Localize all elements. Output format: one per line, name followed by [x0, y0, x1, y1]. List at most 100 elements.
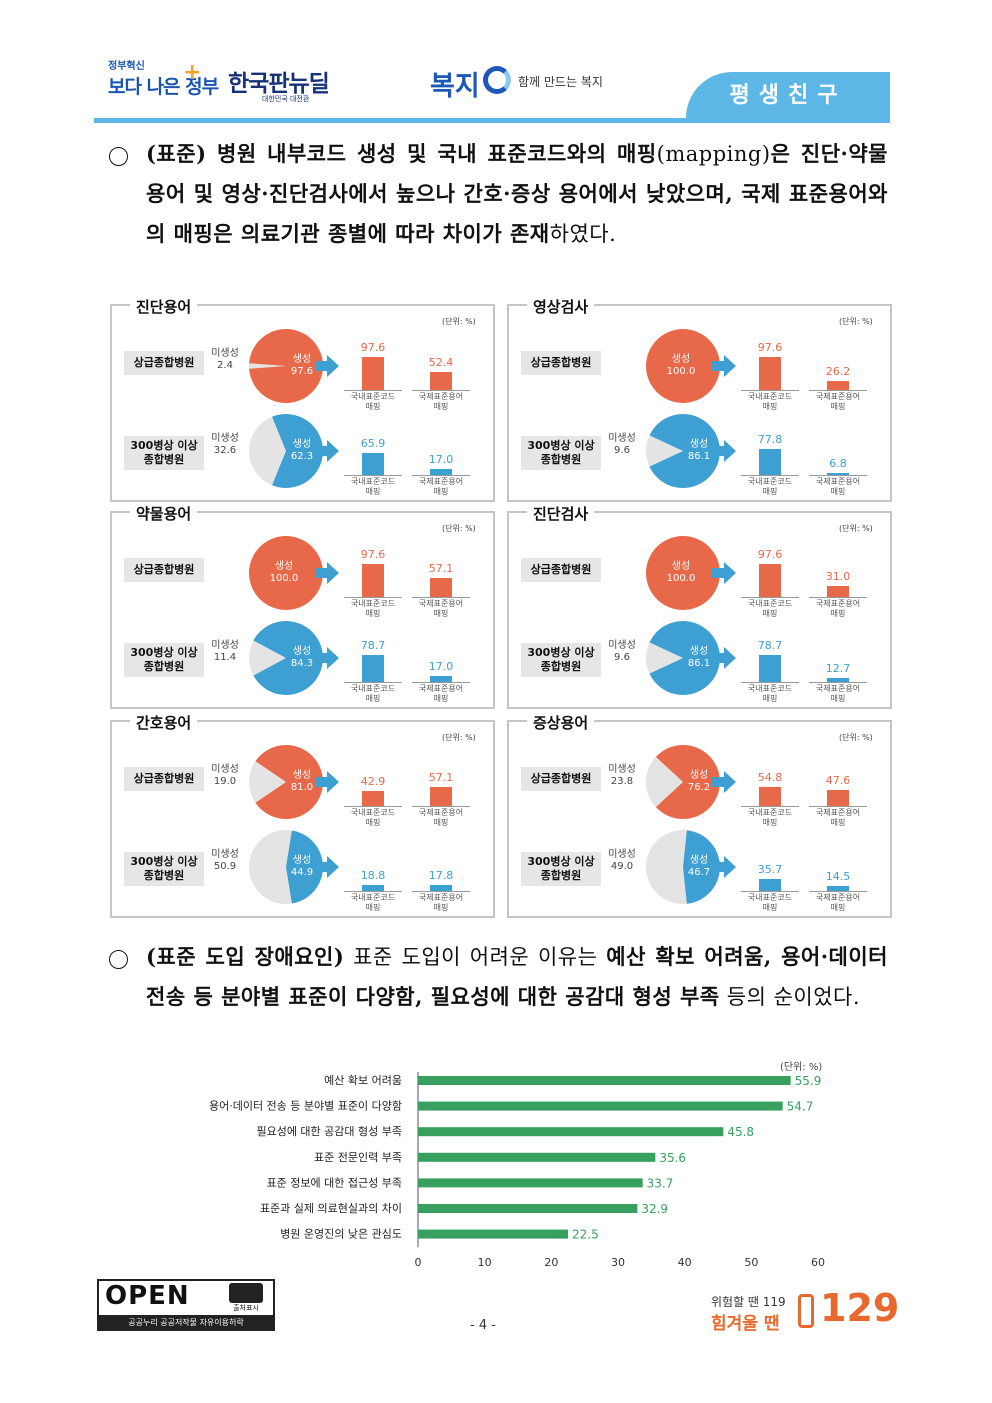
nongenerated-value: 2.4 — [217, 360, 233, 371]
right-arrow-icon — [315, 771, 339, 793]
300-bed-hospital-label-line2: 종합병원 — [143, 869, 185, 882]
300-bed-hospital-pie: 생성 62.3 — [248, 413, 324, 489]
generated-value: 100.0 — [666, 366, 696, 377]
bar-baseline — [741, 806, 799, 807]
domestic-code-mapping-value: 18.8 — [360, 868, 386, 882]
upper-hospital-pie-chart-generated-slice — [249, 536, 323, 610]
300-bed-hospital-pie-chart-generated-slice — [286, 830, 324, 904]
right-arrow-icon — [315, 440, 339, 462]
upper-hospital-pie-chart — [646, 329, 720, 403]
bar-6 — [418, 1229, 568, 1239]
panel-unit: (단위: %) — [839, 317, 873, 326]
domestic-code-mapping-caption-line1: 국내표준코드 — [350, 893, 396, 902]
domestic-code-mapping-caption-line1: 국내표준코드 — [747, 477, 793, 486]
domestic-code-mapping-caption: 국내표준코드 매핑 — [737, 684, 803, 704]
international-term-mapping-caption-line2: 매핑 — [433, 402, 449, 411]
300-bed-hospital-pie-chart — [645, 621, 720, 695]
upper-hospital-pie: 생성 81.0 — [248, 744, 324, 820]
generated-caption: 생성 — [292, 855, 312, 866]
domestic-code-mapping-bar — [362, 356, 384, 390]
domestic-code-mapping-bar — [759, 356, 781, 390]
generated-caption: 생성 — [671, 561, 691, 572]
300-bed-hospital-label-line1: 300병상 이상 — [130, 855, 198, 868]
domestic-code-mapping-caption: 국내표준코드 매핑 — [737, 392, 803, 412]
upper-hospital-pie-chart-generated-slice — [255, 745, 323, 819]
300-bed-hospital-label-line1: 300병상 이상 — [130, 439, 198, 452]
international-term-mapping-bar — [827, 381, 849, 390]
bar-baseline — [344, 891, 402, 892]
international-term-mapping-caption-line2: 매핑 — [830, 609, 846, 618]
nongenerated-caption: 미생성 — [211, 348, 239, 359]
domestic-code-mapping-caption-line1: 국내표준코드 — [747, 684, 793, 693]
panel-unit: (단위: %) — [839, 524, 873, 533]
domestic-code-mapping-caption: 국내표준코드 매핑 — [340, 893, 406, 913]
x-tick-0: 0 — [415, 1256, 422, 1269]
category-label-4: 표준 정보에 대한 접근성 부족 — [267, 1176, 402, 1189]
upper-hospital-pie-chart-generated-slice — [655, 745, 720, 819]
panel-0: 진단용어 (단위: %) 상급종합병원 미생성 2.4 생성 97.6 97.6 국내표준코드 매… — [110, 296, 495, 502]
international-term-mapping-caption: 국제표준용어 매핑 — [408, 808, 474, 828]
domestic-code-mapping-caption: 국내표준코드 매핑 — [340, 392, 406, 412]
nongenerated-label: 미생성 50.9 — [204, 849, 246, 873]
international-term-mapping-caption: 국제표준용어 매핑 — [408, 893, 474, 913]
gov-innovation-small-text: 정부혁신 — [108, 61, 145, 72]
attribution-person-icon — [229, 1283, 263, 1303]
domestic-code-mapping-caption-line2: 매핑 — [762, 818, 778, 827]
international-term-mapping-caption-line2: 매핑 — [830, 402, 846, 411]
domestic-code-mapping-caption-line2: 매핑 — [762, 694, 778, 703]
right-arrow-icon — [315, 856, 339, 878]
upper-hospital-pie: 생성 100.0 — [645, 535, 721, 611]
300-bed-hospital-label-text: 300병상 이상 종합병원 — [527, 439, 594, 467]
generated-label: 생성 97.6 — [284, 354, 320, 378]
domestic-code-mapping-caption-line2: 매핑 — [365, 818, 381, 827]
bar-baseline — [809, 597, 867, 598]
nongenerated-caption: 미생성 — [211, 764, 239, 775]
bar-baseline — [344, 682, 402, 683]
bokjiro-logo-text: 복지 — [430, 71, 480, 102]
300-bed-hospital-pie-chart — [645, 414, 720, 488]
generated-label: 생성 100.0 — [663, 561, 699, 585]
international-term-mapping-caption-line2: 매핑 — [830, 903, 846, 912]
generated-label: 생성 62.3 — [284, 439, 320, 463]
upper-hospital-label: 상급종합병원 — [521, 767, 601, 791]
international-term-mapping-caption-line1: 국제표준용어 — [815, 477, 861, 486]
generated-label: 생성 100.0 — [266, 561, 302, 585]
300-bed-hospital-label-line2: 종합병원 — [540, 869, 582, 882]
domestic-code-mapping-value: 54.8 — [757, 771, 783, 785]
international-term-mapping-caption-line1: 국제표준용어 — [418, 599, 464, 608]
para2-bold-a: (표준 도입 장애요인) — [146, 944, 345, 969]
upper-hospital-pie-chart-nongenerated-slice — [645, 756, 683, 808]
300-bed-hospital-pie-chart-nongenerated-slice — [645, 642, 683, 674]
domestic-code-mapping-caption-line1: 국내표준코드 — [747, 392, 793, 401]
international-term-mapping-caption-line2: 매핑 — [433, 694, 449, 703]
open-subtitle: 공공누리 공공저작물 자유이용허락 — [97, 1315, 275, 1331]
header: 정부혁신 보다 나은 정부 + 한국판뉴딜 대한민국 대전환 복지 함께 만드는… — [0, 0, 992, 125]
generated-value: 84.3 — [290, 658, 314, 669]
barrier-chart: (단위: %) 예산 확보 어려움 55.9 용어·데이터 전송 등 분야별 표준이… — [100, 1050, 890, 1275]
open-box — [97, 1279, 275, 1315]
bar-baseline — [412, 891, 470, 892]
domestic-code-mapping-value: 77.8 — [757, 432, 783, 446]
domestic-code-mapping-bar — [759, 787, 781, 806]
upper-hospital-label: 상급종합병원 — [124, 558, 204, 582]
open-license-badge: OPEN 출처표시 공공누리 공공저작물 자유이용허락 — [97, 1279, 277, 1331]
domestic-code-mapping-value: 97.6 — [360, 547, 386, 561]
panel-unit: (단위: %) — [442, 524, 476, 533]
para2-bold-b: 예산 확보 어려움, 용어·데이터 전송 등 분야별 표준이 다양함, 필요성에… — [146, 944, 888, 1009]
international-term-mapping-caption: 국제표준용어 매핑 — [805, 684, 871, 704]
300-bed-hospital-pie-chart-generated-slice — [649, 414, 720, 488]
generated-caption: 생성 — [689, 439, 709, 450]
international-term-mapping-value: 12.7 — [825, 661, 851, 675]
upper-hospital-pie: 생성 76.2 — [645, 744, 721, 820]
bar-baseline — [412, 806, 470, 807]
panel-unit: (단위: %) — [442, 317, 476, 326]
phone-icon — [798, 1294, 814, 1328]
international-term-mapping-caption-line1: 국제표준용어 — [418, 477, 464, 486]
header-divider — [94, 118, 890, 123]
hotline-big-text: 힘겨울 땐 — [711, 1314, 780, 1334]
domestic-code-mapping-caption-line1: 국내표준코드 — [350, 684, 396, 693]
domestic-code-mapping-caption: 국내표준코드 매핑 — [737, 893, 803, 913]
upper-hospital-pie: 생성 100.0 — [645, 328, 721, 404]
new-deal-sub-text: 대한민국 대전환 — [262, 95, 310, 103]
generated-label: 생성 86.1 — [681, 646, 717, 670]
